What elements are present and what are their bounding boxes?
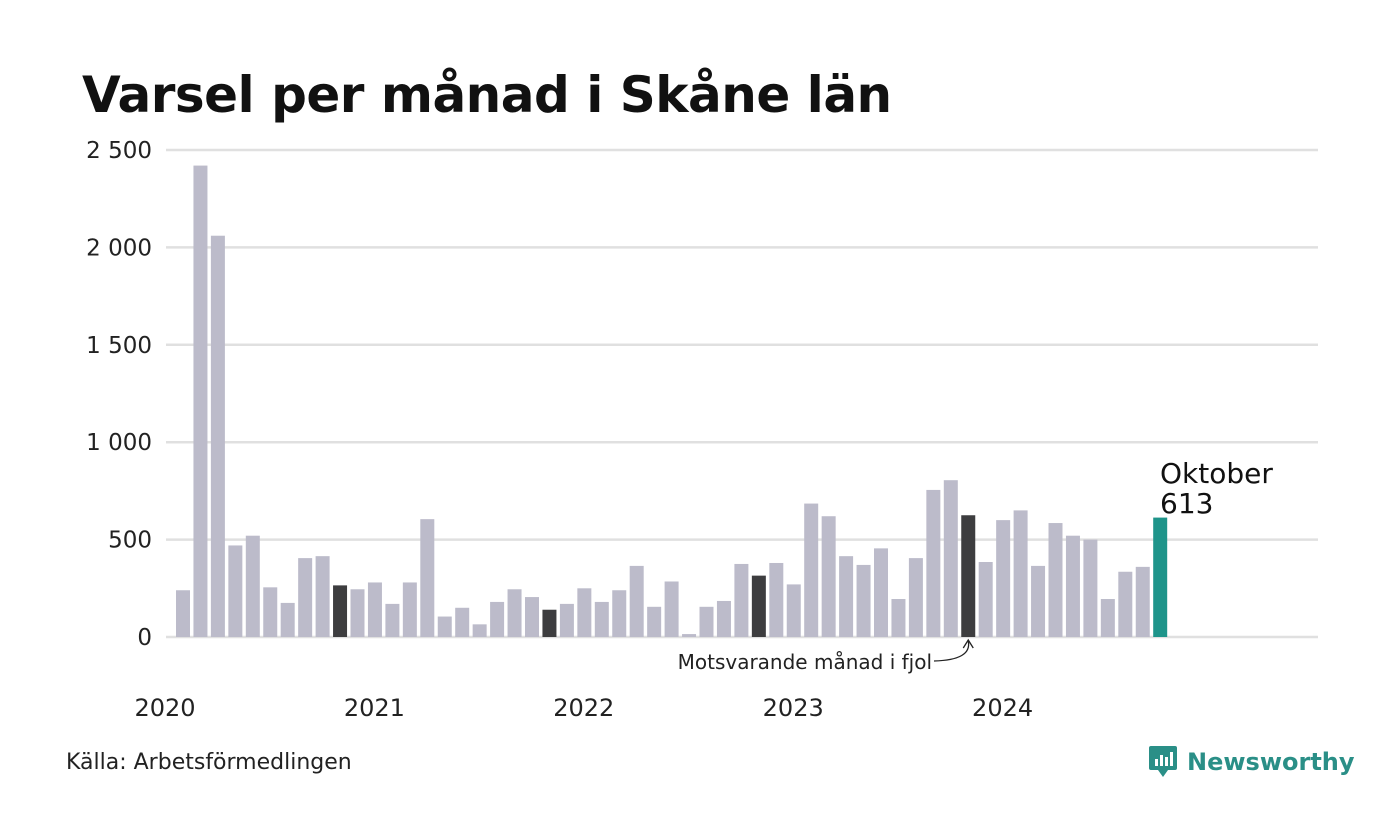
bar xyxy=(577,588,592,637)
bar xyxy=(943,480,958,637)
logo-text: Newsworthy xyxy=(1187,748,1355,776)
bar xyxy=(193,165,208,638)
bar xyxy=(734,563,749,637)
x-tick-label: 2024 xyxy=(972,694,1033,722)
bar xyxy=(245,535,260,637)
bar xyxy=(1118,571,1133,637)
annotation-text: Motsvarande månad i fjol xyxy=(678,650,932,674)
bar xyxy=(874,548,888,637)
bar xyxy=(908,558,923,637)
x-tick-label: 2021 xyxy=(344,694,405,722)
callout-value-label: 613 xyxy=(1160,487,1213,520)
y-tick-label: 0 xyxy=(137,625,152,651)
bar xyxy=(176,590,190,637)
bar xyxy=(420,519,435,637)
newsworthy-logo-icon xyxy=(1149,746,1177,777)
bar xyxy=(996,520,1011,637)
bar xyxy=(490,601,505,637)
bar xyxy=(350,589,365,637)
newsworthy-logo: Newsworthy xyxy=(1148,744,1355,780)
bar xyxy=(926,489,941,637)
bar xyxy=(612,590,627,637)
annotation-arrow xyxy=(933,640,970,662)
bar xyxy=(699,606,714,637)
y-axis-ticks: 0 500 1 000 1 500 2 000 2 500 xyxy=(86,138,152,651)
bar xyxy=(804,503,819,637)
bar xyxy=(437,616,452,637)
callout-current-month: Oktober 613 xyxy=(1160,457,1273,520)
bar xyxy=(839,556,854,637)
bar xyxy=(769,562,784,637)
bar xyxy=(664,581,679,637)
source-credit: Källa: Arbetsförmedlingen xyxy=(66,750,352,775)
bar xyxy=(298,558,313,637)
bar xyxy=(367,582,382,637)
bar-previous-year xyxy=(961,515,976,637)
bar xyxy=(472,624,487,637)
bar xyxy=(1013,510,1028,637)
bar xyxy=(786,584,801,637)
bar xyxy=(263,587,278,637)
bar xyxy=(716,600,731,637)
y-tick-label: 500 xyxy=(108,528,152,554)
bar-previous-year xyxy=(542,609,557,637)
bar xyxy=(525,597,539,637)
y-tick-label: 2 000 xyxy=(86,235,152,261)
chart-title: Varsel per månad i Skåne län xyxy=(82,66,892,124)
bar xyxy=(1048,523,1063,637)
bar xyxy=(507,589,522,637)
bar xyxy=(1100,599,1115,637)
bar xyxy=(629,565,644,637)
bar xyxy=(385,603,400,637)
bar xyxy=(402,582,417,637)
bar xyxy=(1083,539,1098,637)
x-axis-ticks: 2020 2021 2022 2023 2024 xyxy=(134,694,1033,722)
x-tick-label: 2020 xyxy=(134,694,195,722)
bar xyxy=(594,601,609,637)
y-tick-label: 1 000 xyxy=(86,430,152,456)
y-tick-label: 2 500 xyxy=(86,138,152,164)
bar xyxy=(315,556,330,637)
bar xyxy=(891,599,906,637)
bar xyxy=(1135,566,1150,637)
bars xyxy=(176,165,1168,638)
bar xyxy=(1065,535,1080,637)
bar xyxy=(210,235,225,637)
bar-current-month xyxy=(1153,517,1168,637)
bar xyxy=(682,634,697,637)
callout-month-label: Oktober xyxy=(1160,457,1273,490)
bar xyxy=(647,606,662,637)
bar xyxy=(228,545,243,637)
bar xyxy=(455,607,470,637)
bar xyxy=(1031,565,1046,637)
bar-previous-year xyxy=(751,575,766,637)
x-tick-label: 2023 xyxy=(763,694,824,722)
annotation-arrowhead xyxy=(962,638,974,649)
y-tick-label: 1 500 xyxy=(86,333,152,359)
bar xyxy=(280,602,295,637)
bar xyxy=(821,516,836,637)
bar xyxy=(559,603,574,637)
x-tick-label: 2022 xyxy=(553,694,614,722)
bar xyxy=(978,562,993,637)
bar xyxy=(856,564,871,637)
previous-year-annotation: Motsvarande månad i fjol xyxy=(678,638,974,674)
bar-previous-year xyxy=(333,585,348,637)
